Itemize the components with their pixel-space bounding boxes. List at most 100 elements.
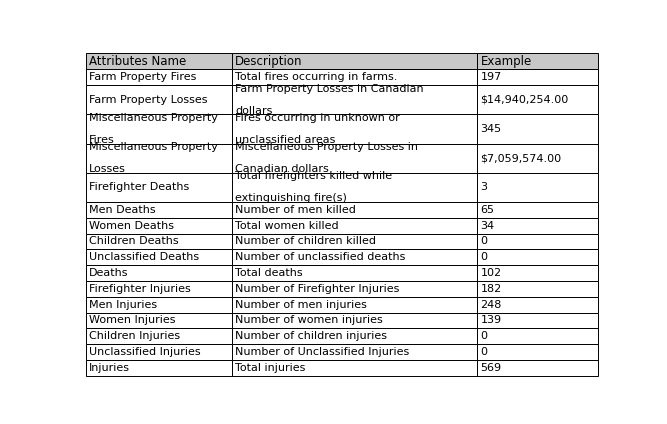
Text: dollars: dollars: [235, 106, 272, 116]
Text: Description: Description: [235, 55, 302, 68]
Text: 0: 0: [480, 252, 488, 262]
Bar: [86, 218, 232, 234]
Text: Men Injuries: Men Injuries: [89, 300, 157, 310]
Bar: [478, 218, 598, 234]
Text: Firefighter Injuries: Firefighter Injuries: [89, 284, 191, 294]
Text: Total women killed: Total women killed: [235, 220, 339, 231]
Text: Number of Firefighter Injuries: Number of Firefighter Injuries: [235, 284, 400, 294]
Text: Number of children killed: Number of children killed: [235, 237, 376, 246]
Text: 197: 197: [480, 72, 502, 82]
Bar: [86, 344, 232, 360]
Text: Children Injuries: Children Injuries: [89, 331, 180, 341]
Bar: [86, 297, 232, 312]
Text: Fires: Fires: [89, 135, 115, 145]
Bar: [86, 53, 232, 69]
Text: Women Injuries: Women Injuries: [89, 315, 175, 326]
Bar: [478, 202, 598, 218]
Text: Number of men injuries: Number of men injuries: [235, 300, 367, 310]
Text: 569: 569: [480, 363, 502, 373]
Bar: [86, 144, 232, 173]
Bar: [478, 281, 598, 297]
Text: Farm Property Losses: Farm Property Losses: [89, 95, 207, 105]
Bar: [478, 85, 598, 114]
Bar: [478, 173, 598, 202]
Text: Total fires occurring in farms.: Total fires occurring in farms.: [235, 72, 398, 82]
Text: unclassified areas: unclassified areas: [235, 135, 336, 145]
Bar: [232, 53, 478, 69]
Bar: [86, 202, 232, 218]
Bar: [232, 85, 478, 114]
Bar: [86, 360, 232, 376]
Text: Total injuries: Total injuries: [235, 363, 305, 373]
Text: Number of men killed: Number of men killed: [235, 205, 356, 215]
Bar: [232, 218, 478, 234]
Bar: [478, 297, 598, 312]
Text: $14,940,254.00: $14,940,254.00: [480, 95, 569, 105]
Text: Number of children injuries: Number of children injuries: [235, 331, 387, 341]
Bar: [232, 281, 478, 297]
Bar: [232, 173, 478, 202]
Text: 65: 65: [480, 205, 494, 215]
Text: Miscellaneous Property: Miscellaneous Property: [89, 142, 218, 152]
Text: Fires occurring in unknown or: Fires occurring in unknown or: [235, 113, 400, 123]
Text: Canadian dollars: Canadian dollars: [235, 164, 329, 174]
Text: 102: 102: [480, 268, 502, 278]
Bar: [86, 114, 232, 144]
Text: Firefighter Deaths: Firefighter Deaths: [89, 182, 189, 192]
Bar: [86, 312, 232, 328]
Bar: [86, 173, 232, 202]
Bar: [86, 69, 232, 85]
Text: 3: 3: [480, 182, 488, 192]
Bar: [478, 114, 598, 144]
Bar: [232, 344, 478, 360]
Bar: [86, 85, 232, 114]
Text: Attributes Name: Attributes Name: [89, 55, 186, 68]
Text: Number of women injuries: Number of women injuries: [235, 315, 383, 326]
Bar: [86, 234, 232, 249]
Bar: [232, 234, 478, 249]
Text: 345: 345: [480, 124, 502, 134]
Text: Number of Unclassified Injuries: Number of Unclassified Injuries: [235, 347, 409, 357]
Text: 34: 34: [480, 220, 495, 231]
Text: Losses: Losses: [89, 164, 126, 174]
Bar: [232, 328, 478, 344]
Text: Children Deaths: Children Deaths: [89, 237, 179, 246]
Bar: [478, 344, 598, 360]
Text: Total deaths: Total deaths: [235, 268, 303, 278]
Text: Total firefighters killed while: Total firefighters killed while: [235, 171, 392, 181]
Text: 0: 0: [480, 347, 488, 357]
Bar: [478, 312, 598, 328]
Text: Miscellaneous Property: Miscellaneous Property: [89, 113, 218, 123]
Bar: [86, 281, 232, 297]
Bar: [232, 202, 478, 218]
Text: Unclassified Deaths: Unclassified Deaths: [89, 252, 199, 262]
Bar: [478, 144, 598, 173]
Text: Unclassified Injuries: Unclassified Injuries: [89, 347, 201, 357]
Bar: [232, 265, 478, 281]
Bar: [478, 53, 598, 69]
Text: Number of unclassified deaths: Number of unclassified deaths: [235, 252, 406, 262]
Text: Example: Example: [480, 55, 532, 68]
Bar: [478, 249, 598, 265]
Bar: [478, 328, 598, 344]
Text: 0: 0: [480, 237, 488, 246]
Text: Farm Property Losses in Canadian: Farm Property Losses in Canadian: [235, 84, 424, 94]
Text: Farm Property Fires: Farm Property Fires: [89, 72, 197, 82]
Text: 139: 139: [480, 315, 502, 326]
Bar: [232, 144, 478, 173]
Bar: [232, 312, 478, 328]
Bar: [232, 114, 478, 144]
Text: Miscellaneous Property Losses in: Miscellaneous Property Losses in: [235, 142, 418, 152]
Bar: [232, 249, 478, 265]
Bar: [86, 249, 232, 265]
Bar: [86, 328, 232, 344]
Bar: [232, 360, 478, 376]
Text: Injuries: Injuries: [89, 363, 130, 373]
Bar: [478, 234, 598, 249]
Text: $7,059,574.00: $7,059,574.00: [480, 153, 562, 163]
Text: 0: 0: [480, 331, 488, 341]
Bar: [478, 69, 598, 85]
Bar: [478, 360, 598, 376]
Bar: [86, 265, 232, 281]
Text: 182: 182: [480, 284, 502, 294]
